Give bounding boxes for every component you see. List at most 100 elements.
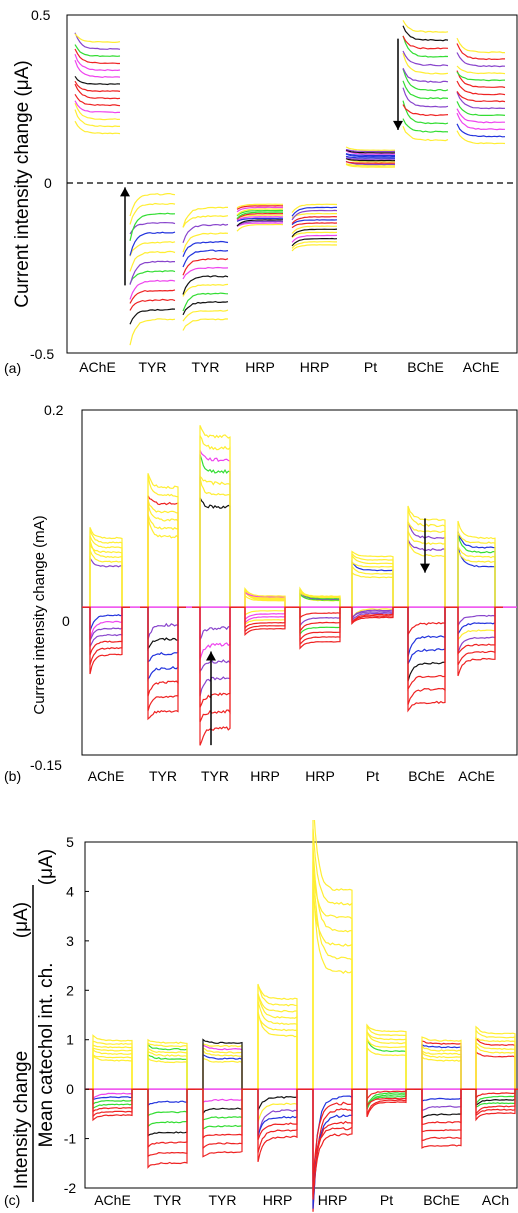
trace-line	[74, 44, 121, 58]
trend-arrow-head	[206, 651, 216, 661]
trace-line	[195, 1038, 250, 1090]
trace-line	[182, 318, 229, 331]
trace-line	[345, 158, 396, 162]
trace-line	[414, 1040, 469, 1090]
trace-line	[85, 1044, 140, 1090]
trace-line	[400, 606, 453, 665]
trace-line	[456, 92, 506, 110]
trace-line	[85, 1088, 140, 1122]
trace-line	[85, 1048, 140, 1090]
block-1-traces	[74, 32, 121, 135]
trace-line	[85, 1088, 140, 1106]
trace-line	[192, 454, 238, 608]
trace-line	[236, 208, 284, 216]
trace-line	[414, 1049, 469, 1090]
trace-line	[456, 37, 505, 54]
panel-a-arrows	[120, 38, 403, 286]
trace-line	[250, 1088, 305, 1122]
trace-line	[450, 606, 503, 654]
trace-line	[400, 606, 453, 657]
trace-line	[359, 1088, 414, 1107]
trace-line	[140, 1088, 195, 1107]
trace-line	[414, 1088, 469, 1149]
trace-line	[450, 520, 503, 608]
trace-line	[237, 606, 293, 625]
panel-b-arrows	[206, 518, 430, 746]
trace-line	[359, 1029, 414, 1090]
trace-line	[414, 1088, 469, 1119]
trace-line	[82, 530, 130, 608]
panel-a-ylabel: Current intensity change (μA)	[12, 60, 33, 308]
trace-line	[402, 53, 449, 75]
trace-line	[456, 123, 506, 138]
trace-line	[414, 1088, 469, 1142]
trace-line	[195, 1057, 250, 1090]
trace-line	[74, 32, 121, 50]
trace-line	[400, 521, 453, 608]
trace-line	[85, 1088, 140, 1101]
trace-line	[195, 1088, 250, 1131]
trace-line	[456, 130, 506, 145]
trace-line	[182, 266, 229, 280]
trace-line	[400, 606, 453, 682]
trace-line	[468, 1050, 518, 1090]
trace-line	[82, 606, 130, 665]
trace-line	[82, 549, 130, 608]
trace-line	[82, 606, 130, 648]
trace-line	[140, 517, 186, 608]
panel-c-ytick: -2	[64, 1180, 77, 1196]
trace-line	[195, 1088, 250, 1115]
block-1-traces	[85, 1034, 140, 1122]
xtick-label: HRP	[263, 1192, 293, 1208]
trace-line	[140, 474, 186, 608]
xtick-label: TYR	[149, 768, 177, 784]
trace-line	[195, 1044, 250, 1090]
trace-line	[140, 1088, 195, 1137]
trace-line	[344, 552, 401, 608]
trace-line	[359, 1088, 414, 1118]
trace-line	[344, 606, 401, 622]
xtick-label: HRP	[305, 768, 335, 784]
trace-line	[192, 606, 238, 723]
trace-line	[250, 1088, 305, 1153]
trace-line	[344, 606, 401, 619]
trace-line	[345, 158, 395, 163]
trace-line	[291, 209, 338, 221]
trace-line	[140, 1050, 195, 1090]
trace-line	[414, 1043, 469, 1090]
trace-line	[456, 112, 506, 131]
panel-a-ytick-top: 0.5	[31, 7, 51, 23]
panel-c-ylabel-denominator: Mean catechol int. ch.	[36, 963, 57, 1148]
block-6-traces	[359, 1023, 414, 1118]
trace-line	[250, 993, 305, 1090]
trace-line	[450, 550, 503, 608]
trace-line	[359, 1046, 414, 1090]
trace-line	[182, 232, 229, 253]
panel-c-traces	[85, 820, 518, 1212]
panel-a-ytick-bottom: -0.5	[30, 346, 54, 362]
trace-line	[195, 1046, 250, 1090]
panel-a-axes-frame	[66, 14, 518, 354]
trace-line	[250, 985, 305, 1090]
trace-line	[236, 220, 284, 227]
trace-line	[237, 606, 293, 633]
trace-line	[85, 1054, 140, 1090]
trace-line	[456, 52, 506, 68]
trace-line	[344, 571, 401, 608]
trace-line	[140, 606, 186, 682]
panel-b-ytick-zero: 0	[62, 613, 70, 629]
trace-line	[402, 80, 449, 100]
block-5-traces	[305, 820, 360, 1212]
trace-line	[400, 606, 453, 705]
trace-line	[237, 606, 293, 616]
trace-line	[344, 564, 401, 608]
trace-line	[237, 606, 293, 630]
trace-line	[236, 217, 284, 222]
trace-line	[140, 503, 186, 608]
trace-line	[305, 1088, 360, 1200]
trace-line	[402, 50, 449, 67]
trace-line	[140, 1043, 195, 1090]
trace-line	[74, 93, 121, 107]
trace-line	[400, 530, 453, 608]
trace-line	[456, 65, 506, 75]
